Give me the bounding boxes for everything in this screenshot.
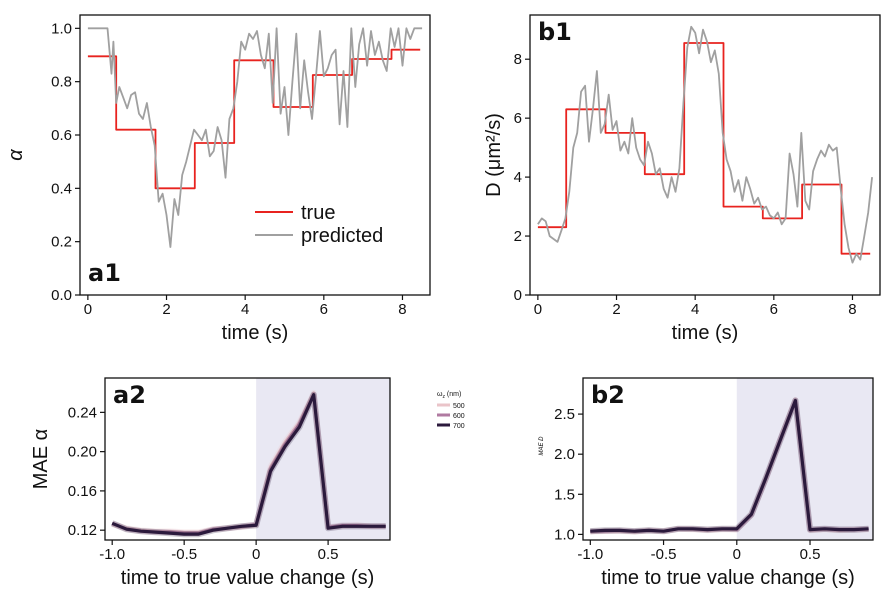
- y-tick-label: 0.12: [68, 522, 97, 539]
- panel-a2: -1.0 -0.5 0 0.5 0.12 0.16 0.20 0.24 a2 time to tr…: [30, 377, 465, 589]
- panel-label: b2: [591, 381, 625, 409]
- y-tick-label: 2.0: [554, 446, 575, 463]
- legend-title: ωz (nm): [437, 391, 461, 400]
- series-line-true: [87, 48, 421, 190]
- x-tick-label: 0: [252, 546, 260, 563]
- x-axis-label: time (s): [672, 322, 739, 344]
- series-line-700: [590, 398, 869, 533]
- legend-label-600: 600: [453, 413, 465, 420]
- x-tick-label: 0.5: [318, 546, 339, 563]
- y-tick-label: 1.5: [554, 486, 575, 503]
- y-tick-label: 0: [514, 287, 522, 304]
- panel-a1: 0 2 4 6 8 0.0 0.2 0.4 0.6 0.8 1.0 a1 time (s) α truepr…: [5, 14, 431, 344]
- x-tick-label: 0: [84, 301, 92, 318]
- y-axis-label: MAE D: [539, 436, 545, 456]
- x-tick-label: -1.0: [99, 546, 125, 563]
- y-axis-label: α: [5, 149, 27, 161]
- y-tick-label: 8: [514, 51, 522, 68]
- legend-label-true: true: [301, 202, 335, 224]
- y-tick-label: 0.6: [51, 127, 72, 144]
- x-tick-label: 4: [241, 301, 249, 318]
- axes-frame: [79, 14, 431, 296]
- x-tick-label: 6: [320, 301, 328, 318]
- y-tick-label: 1.0: [51, 20, 72, 37]
- x-axis-label: time (s): [222, 322, 289, 344]
- x-axis-label: time to true value change (s): [601, 567, 854, 589]
- x-tick-label: 0.5: [800, 546, 821, 563]
- y-tick-label: 0.0: [51, 287, 72, 304]
- axes-frame: [529, 14, 881, 296]
- y-tick-label: 0.20: [68, 444, 97, 461]
- y-tick-label: 4: [514, 169, 522, 186]
- x-tick-label: 2: [612, 301, 620, 318]
- panel-b2: -1.0 -0.5 0 0.5 1.0 1.5 2.0 2.5 b2 time to true v…: [539, 377, 874, 589]
- y-tick-label: 6: [514, 110, 522, 127]
- y-tick-label: 1.0: [554, 526, 575, 543]
- x-axis-label: time to true value change (s): [121, 567, 374, 589]
- y-tick-label: 2: [514, 228, 522, 245]
- x-tick-label: 8: [398, 301, 406, 318]
- x-tick-label: 0: [733, 546, 741, 563]
- x-tick-label: 8: [848, 301, 856, 318]
- y-axis-label: D (μm²/s): [483, 113, 505, 197]
- legend-label-predicted: predicted: [301, 225, 383, 247]
- series-line-true: [537, 42, 871, 255]
- y-tick-label: 0.16: [68, 483, 97, 500]
- x-tick-label: -0.5: [171, 546, 197, 563]
- legend-label-500: 500: [453, 403, 465, 410]
- y-tick-label: 0.8: [51, 74, 72, 91]
- panel-b1: 0 2 4 6 8 0 2 4 6 8 b1 time (s) D (μm²/s): [483, 14, 881, 344]
- series-line-700: [111, 393, 386, 536]
- series-line-predicted: [87, 27, 423, 248]
- y-tick-label: 0.24: [68, 404, 97, 421]
- x-tick-label: 6: [770, 301, 778, 318]
- x-tick-label: 4: [691, 301, 699, 318]
- panel-label: b1: [538, 18, 572, 46]
- axes-frame: [582, 377, 874, 541]
- x-tick-label: -1.0: [577, 546, 603, 563]
- y-axis-label: MAE α: [30, 429, 52, 489]
- y-tick-label: 0.2: [51, 234, 72, 251]
- y-tick-label: 2.5: [554, 406, 575, 423]
- legend-label-700: 700: [453, 423, 465, 430]
- x-tick-label: 2: [162, 301, 170, 318]
- x-tick-label: 0: [534, 301, 542, 318]
- y-tick-label: 0.4: [51, 180, 72, 197]
- panel-label: a2: [113, 381, 146, 409]
- x-tick-label: -0.5: [651, 546, 677, 563]
- series-line-predicted: [537, 25, 873, 264]
- panel-label: a1: [88, 259, 121, 287]
- shaded-region: [736, 378, 873, 540]
- axes-frame: [104, 377, 391, 541]
